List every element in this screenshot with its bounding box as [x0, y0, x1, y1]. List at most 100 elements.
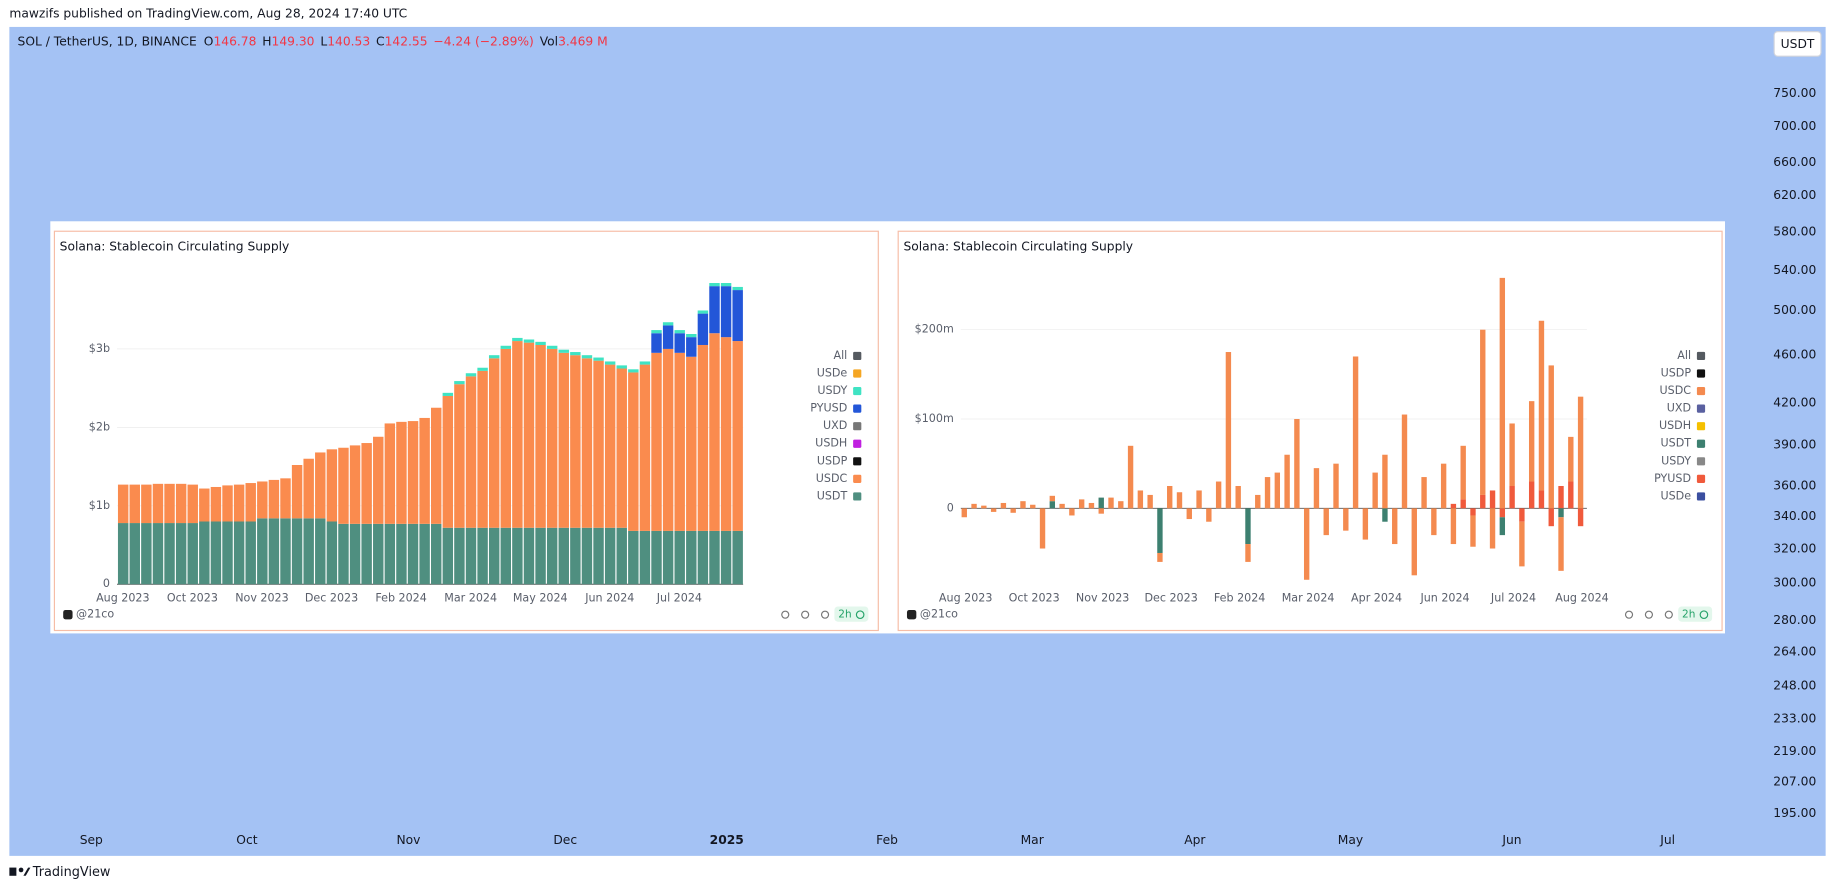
bar-segment [1333, 463, 1339, 509]
bar-segment [1157, 508, 1163, 553]
currency-button[interactable] [1773, 31, 1822, 57]
bar-segment [686, 337, 697, 357]
bar-segment [1255, 494, 1261, 509]
bar-segment [152, 483, 164, 524]
bar-segment [1519, 508, 1525, 522]
legend-swatch [853, 474, 862, 483]
bar-segment [971, 503, 977, 509]
bar-segment [604, 527, 616, 585]
bar-segment [1460, 499, 1466, 509]
bar-segment [1548, 365, 1554, 509]
bar-segment [674, 530, 685, 585]
bar-segment [1577, 396, 1584, 509]
bar-segment [512, 337, 523, 342]
bar-segment [1440, 463, 1447, 509]
x-tick-label: Aug 2023 [939, 591, 992, 604]
bar-segment [616, 527, 627, 585]
legend-text: L [320, 35, 327, 49]
legend-label: PYUSD [1654, 472, 1691, 485]
price-label: 233.00 [1773, 711, 1816, 725]
x-tick-label: Aug 2024 [1555, 591, 1608, 604]
bar-segment [1098, 497, 1104, 509]
bar-segment [1323, 508, 1329, 536]
legend-swatch [853, 369, 862, 378]
y-tick-label: $3b [89, 342, 110, 355]
x-tick-label: Aug 2023 [96, 591, 149, 604]
bar-segment [697, 313, 709, 345]
legend-label: All [1677, 349, 1691, 362]
legend-label: USDe [817, 366, 848, 379]
bar-segment [512, 341, 523, 528]
source-icon [63, 610, 73, 620]
price-label: 750.00 [1773, 86, 1816, 100]
bar-segment [1294, 419, 1300, 509]
bar-segment [1558, 517, 1564, 571]
bar-segment [546, 345, 558, 349]
legend-swatch [1696, 404, 1706, 413]
bar-segment [187, 523, 198, 585]
bar-segment [581, 358, 593, 528]
legend-swatch [853, 404, 862, 413]
currency-label[interactable]: USDT [1781, 37, 1815, 51]
bar-segment [1147, 494, 1153, 509]
bar-segment [117, 523, 129, 585]
x-tick-label: Nov 2023 [235, 591, 288, 604]
symbol-legend: SOL / TetherUS, 1D, BINANCE O 146.78 H 149.3… [18, 35, 608, 49]
legend-label: USDY [1661, 454, 1691, 467]
bar-segment [129, 523, 140, 585]
bar-segment [1362, 508, 1369, 540]
bar-segment [1450, 508, 1457, 545]
bar-segment [349, 523, 361, 585]
bar-segment [1352, 356, 1359, 509]
legend-text: 146.78 [213, 35, 256, 49]
bar-segment [1186, 508, 1192, 520]
bar-segment [535, 527, 546, 585]
bar-segment [129, 484, 140, 524]
bar-segment [175, 523, 187, 585]
bar-segment [419, 523, 430, 585]
bar-segment [257, 518, 268, 585]
time-label: Jun [1501, 833, 1521, 847]
bar-segment [546, 527, 558, 585]
legend-swatch [1696, 386, 1706, 396]
bar-segment [1470, 508, 1476, 516]
bar-segment [361, 523, 372, 585]
bar-segment [1577, 508, 1584, 527]
bar-segment [616, 365, 627, 369]
bar-segment [1069, 508, 1075, 516]
bar-segment [1382, 508, 1388, 522]
legend-swatch [853, 422, 862, 431]
legend-label: PYUSD [810, 402, 847, 415]
legend-swatch [853, 386, 862, 396]
y-tick-label: 0 [103, 577, 110, 590]
bar-segment [1313, 468, 1320, 509]
bar-segment [604, 361, 616, 365]
bar-segment [1196, 490, 1202, 509]
price-label: 248.00 [1773, 679, 1816, 693]
bar-segment [697, 530, 709, 585]
legend-text: 140.53 [327, 35, 370, 49]
bar-segment [1030, 504, 1036, 509]
bar-segment [1411, 508, 1417, 576]
bar-segment [1010, 508, 1016, 513]
bar-segment [1538, 320, 1545, 491]
legend-swatch [1696, 369, 1706, 378]
bar-segment [175, 483, 187, 524]
bar-segment [732, 530, 743, 585]
x-tick-label: Jul 2024 [1490, 591, 1536, 604]
bar-segment [709, 530, 720, 585]
bar-segment [431, 407, 442, 524]
bar-segment [720, 530, 732, 585]
x-tick-label: Dec 2023 [305, 591, 358, 604]
legend-swatch [1696, 457, 1706, 466]
bar-segment [697, 344, 709, 531]
bar-segment [1480, 329, 1486, 495]
bar-segment [222, 485, 233, 522]
legend-label: USDT [1661, 437, 1692, 450]
x-tick-label: Nov 2023 [1076, 591, 1129, 604]
bar-segment [1499, 277, 1506, 509]
bar-segment [500, 345, 512, 349]
bar-segment [990, 508, 997, 512]
legend-text: 3.469 M [558, 35, 608, 49]
